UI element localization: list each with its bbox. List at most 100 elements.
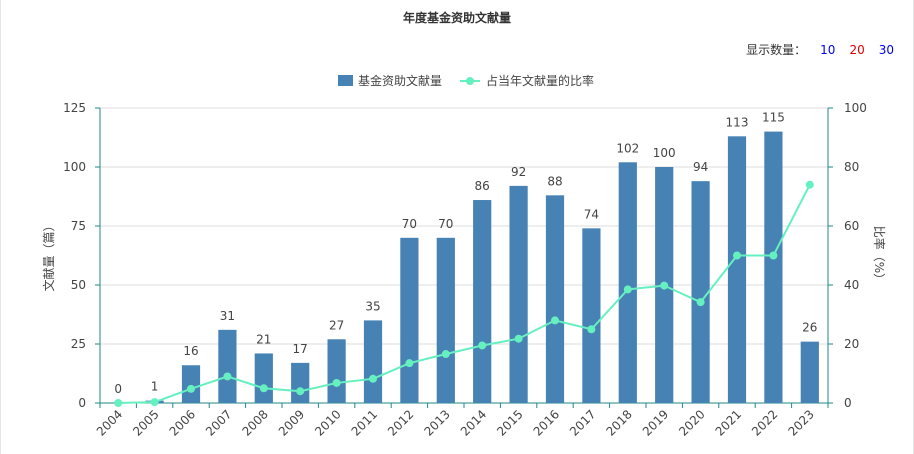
rate-line xyxy=(118,184,811,404)
rate-point[interactable] xyxy=(623,285,632,294)
display-count-option-10[interactable]: 10 xyxy=(820,42,836,57)
rate-point[interactable] xyxy=(114,399,123,407)
bar-data-label: 88 xyxy=(547,174,562,188)
y2-tick-label: 60 xyxy=(844,219,859,233)
bar-data-label: 21 xyxy=(256,332,271,346)
rate-point[interactable] xyxy=(587,325,596,334)
x-tick-label: 2005 xyxy=(130,407,161,438)
y2-tick-label: 0 xyxy=(844,396,852,410)
y2-tick-label: 40 xyxy=(844,278,859,292)
bar[interactable] xyxy=(582,228,601,403)
bar[interactable] xyxy=(327,339,346,403)
bar-data-label: 100 xyxy=(653,146,676,160)
legend-line-label: 占当年文献量的比率 xyxy=(486,73,594,88)
bar[interactable] xyxy=(545,195,565,403)
bar[interactable] xyxy=(764,131,783,403)
rate-point[interactable] xyxy=(150,398,159,407)
rate-point[interactable] xyxy=(696,298,705,307)
x-tick-label: 2011 xyxy=(349,407,380,438)
x-tick-label: 2022 xyxy=(749,407,780,438)
rate-point[interactable] xyxy=(660,281,669,290)
x-tick-label: 2007 xyxy=(203,407,234,438)
legend-bar-swatch xyxy=(338,75,353,86)
y-tick-label: 0 xyxy=(78,396,86,410)
rate-point[interactable] xyxy=(769,251,778,260)
x-tick-label: 2019 xyxy=(640,407,671,438)
bar[interactable] xyxy=(254,353,273,403)
bar[interactable] xyxy=(727,136,747,403)
rate-point[interactable] xyxy=(332,378,341,387)
bar[interactable] xyxy=(436,237,455,403)
x-tick-label: 2016 xyxy=(531,407,562,438)
y-axis-title: 文献量（篇） xyxy=(41,219,56,291)
x-tick-label: 2023 xyxy=(785,407,816,438)
bar-data-label: 0 xyxy=(114,382,122,396)
rate-point[interactable] xyxy=(259,384,268,393)
x-tick-label: 2018 xyxy=(603,407,634,438)
rate-point[interactable] xyxy=(514,334,523,343)
x-tick-label: 2004 xyxy=(94,407,125,438)
bar[interactable] xyxy=(618,162,637,403)
bar[interactable] xyxy=(181,365,201,403)
bar-data-label: 35 xyxy=(365,299,380,313)
x-tick-label: 2009 xyxy=(276,407,307,438)
y2-tick-label: 80 xyxy=(844,160,859,174)
bar[interactable] xyxy=(218,329,237,403)
bar-data-label: 17 xyxy=(293,342,308,356)
bar-data-label: 115 xyxy=(762,111,785,125)
bar[interactable] xyxy=(509,185,528,403)
rate-point[interactable] xyxy=(441,350,450,359)
rate-point[interactable] xyxy=(223,372,232,381)
bar-data-label: 102 xyxy=(616,141,639,155)
bar[interactable] xyxy=(800,341,819,403)
bar-data-label: 31 xyxy=(220,309,235,323)
bar-data-label: 113 xyxy=(726,115,749,129)
y2-axis-title: 比率（%） xyxy=(872,226,887,285)
bar-data-label: 70 xyxy=(402,217,417,231)
y2-tick-label: 100 xyxy=(844,101,867,115)
x-tick-label: 2021 xyxy=(713,407,744,438)
rate-point[interactable] xyxy=(405,359,414,368)
x-tick-label: 2012 xyxy=(385,407,416,438)
rate-point[interactable] xyxy=(187,384,195,393)
bar-data-label: 26 xyxy=(802,321,817,335)
display-count-option-20[interactable]: 20 xyxy=(849,42,865,57)
y-tick-label: 25 xyxy=(71,337,86,351)
bar-data-label: 74 xyxy=(584,207,599,221)
y-tick-label: 100 xyxy=(63,160,86,174)
y-tick-label: 75 xyxy=(71,219,86,233)
bar-data-label: 16 xyxy=(183,344,198,358)
x-tick-label: 2006 xyxy=(167,407,198,438)
bar[interactable] xyxy=(691,181,710,403)
bar[interactable] xyxy=(363,320,383,403)
rate-point[interactable] xyxy=(551,316,559,325)
rate-point[interactable] xyxy=(805,180,814,189)
rate-point[interactable] xyxy=(733,251,741,260)
legend-bar-label: 基金资助文献量 xyxy=(358,73,442,88)
display-count-control: 显示数量： 10 20 30 xyxy=(746,41,894,58)
display-count-option-30[interactable]: 30 xyxy=(878,42,894,57)
left-frame-line xyxy=(0,0,1,454)
y2-tick-label: 20 xyxy=(844,337,859,351)
x-tick-label: 2013 xyxy=(421,407,452,438)
bar-data-label: 92 xyxy=(511,165,526,179)
legend-line-marker xyxy=(466,77,474,85)
bar[interactable] xyxy=(291,362,310,403)
bar-data-label: 1 xyxy=(151,380,159,394)
x-tick-label: 2010 xyxy=(312,407,343,438)
bar-data-label: 94 xyxy=(693,160,708,174)
display-count-label: 显示数量： xyxy=(746,43,807,57)
rate-point[interactable] xyxy=(369,374,377,383)
rate-point[interactable] xyxy=(478,341,487,350)
rate-point[interactable] xyxy=(296,387,305,396)
bar[interactable] xyxy=(400,237,419,403)
bar[interactable] xyxy=(473,200,492,403)
bar-data-label: 70 xyxy=(438,217,453,231)
y-tick-label: 125 xyxy=(63,101,86,115)
x-tick-label: 2008 xyxy=(239,407,270,438)
bar-data-label: 86 xyxy=(475,179,490,193)
x-tick-label: 2015 xyxy=(494,407,525,438)
chart-title: 年度基金资助文献量 xyxy=(402,11,511,25)
y-tick-label: 50 xyxy=(71,278,86,292)
